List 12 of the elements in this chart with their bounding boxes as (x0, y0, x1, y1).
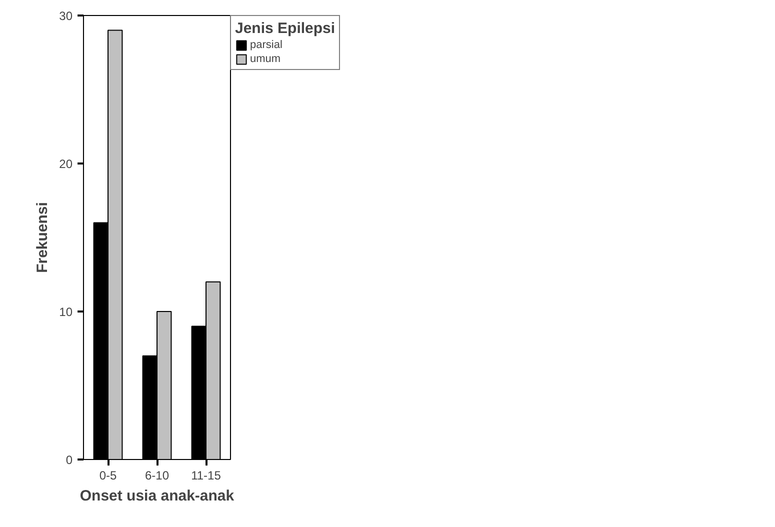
legend-label: parsial (250, 39, 282, 51)
y-tick-label: 30 (59, 9, 73, 23)
x-axis-title: Onset usia anak-anak (80, 488, 235, 504)
x-tick-label: 0-5 (99, 468, 117, 482)
y-tick-label: 20 (59, 157, 73, 171)
legend-title: Jenis Epilepsi (235, 20, 336, 37)
legend-label: umum (250, 53, 281, 65)
x-tick-label: 6-10 (144, 468, 170, 482)
y-tick-label: 10 (59, 305, 73, 319)
x-tick-label: 11-15 (191, 468, 222, 482)
y-axis-title: Frekuensi (34, 202, 52, 273)
y-tick-label: 0 (66, 453, 73, 467)
